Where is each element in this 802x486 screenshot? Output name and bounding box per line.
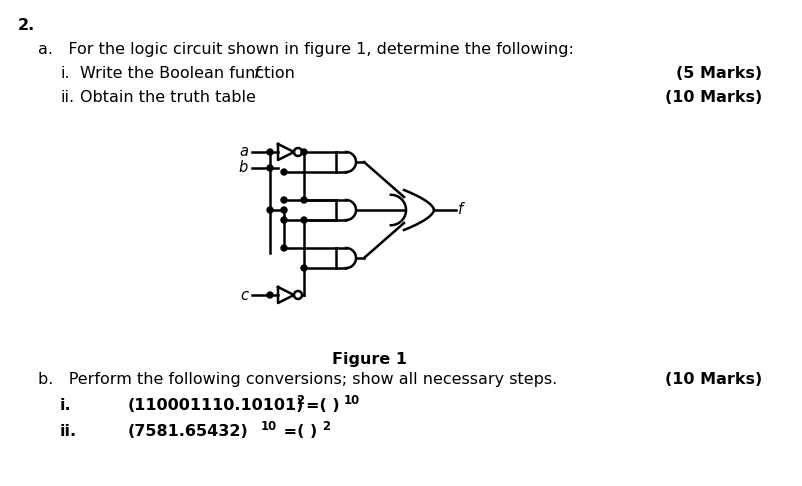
- Text: ii.: ii.: [60, 424, 77, 439]
- Text: =( ): =( ): [278, 424, 318, 439]
- Text: a: a: [239, 144, 248, 159]
- Circle shape: [281, 245, 287, 251]
- Circle shape: [281, 207, 287, 213]
- Text: i.: i.: [60, 398, 71, 413]
- Text: 2.: 2.: [18, 18, 35, 33]
- Text: i.: i.: [60, 66, 70, 81]
- Text: c: c: [240, 288, 248, 302]
- Text: b.   Perform the following conversions; show all necessary steps.: b. Perform the following conversions; sh…: [38, 372, 557, 387]
- Circle shape: [267, 149, 273, 155]
- Text: (10 Marks): (10 Marks): [665, 372, 762, 387]
- Circle shape: [267, 292, 273, 298]
- Circle shape: [301, 197, 307, 203]
- Circle shape: [281, 217, 287, 223]
- Text: f: f: [458, 203, 463, 218]
- Circle shape: [301, 217, 307, 223]
- Text: f: f: [254, 66, 260, 81]
- Circle shape: [301, 265, 307, 271]
- Text: Write the Boolean function: Write the Boolean function: [80, 66, 300, 81]
- Circle shape: [281, 197, 287, 203]
- Text: 10: 10: [261, 420, 277, 433]
- Text: 10: 10: [344, 394, 360, 407]
- Text: (5 Marks): (5 Marks): [676, 66, 762, 81]
- Text: =( ): =( ): [306, 398, 339, 413]
- Circle shape: [267, 165, 273, 171]
- Text: Obtain the truth table: Obtain the truth table: [80, 90, 256, 105]
- Circle shape: [294, 148, 302, 156]
- Text: ii.: ii.: [60, 90, 74, 105]
- Circle shape: [267, 207, 273, 213]
- Text: a.   For the logic circuit shown in figure 1, determine the following:: a. For the logic circuit shown in figure…: [38, 42, 574, 57]
- Text: 2: 2: [322, 420, 330, 433]
- Text: 2: 2: [296, 394, 304, 407]
- Circle shape: [301, 149, 307, 155]
- Circle shape: [294, 291, 302, 299]
- Text: (7581.65432): (7581.65432): [128, 424, 249, 439]
- Text: (10 Marks): (10 Marks): [665, 90, 762, 105]
- Text: Figure 1: Figure 1: [333, 352, 407, 367]
- Text: (110001110.10101): (110001110.10101): [128, 398, 305, 413]
- Circle shape: [281, 169, 287, 175]
- Text: b: b: [239, 160, 248, 175]
